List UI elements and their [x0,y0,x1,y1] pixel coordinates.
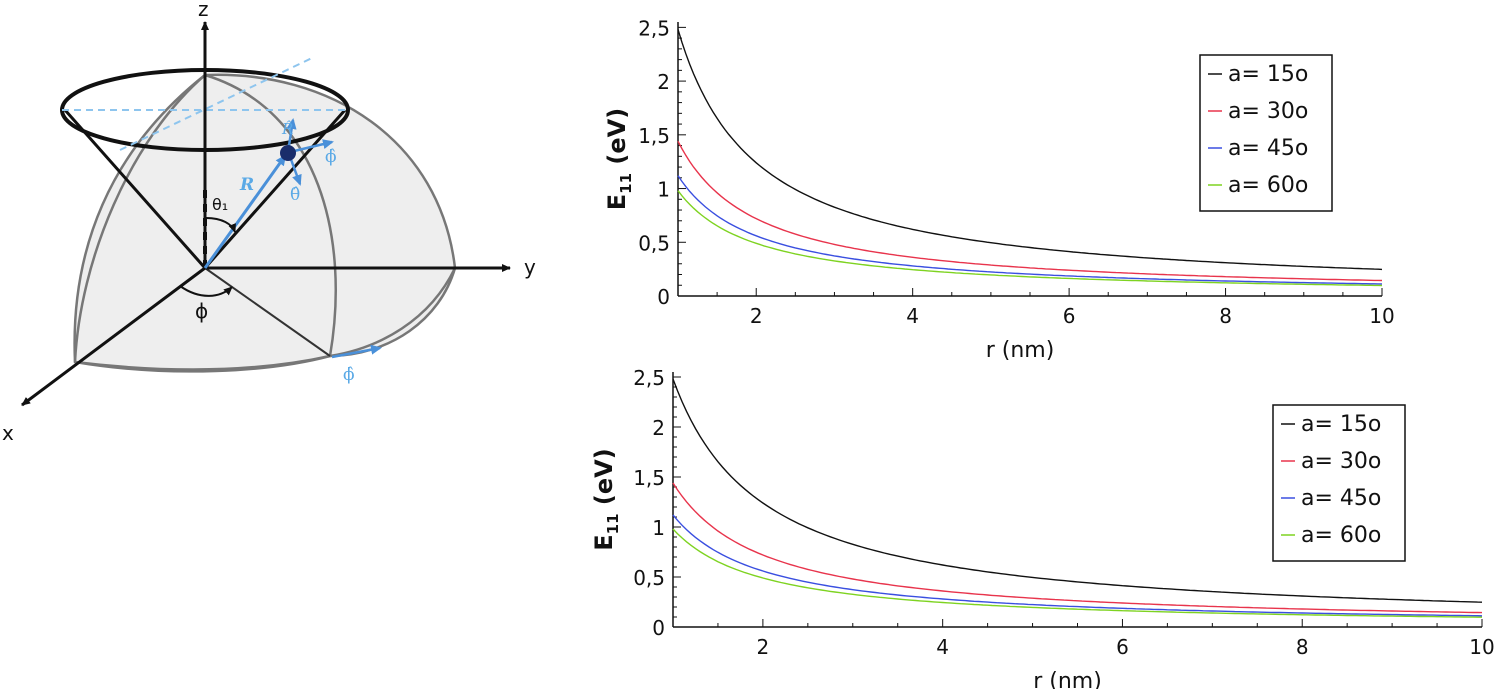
x-tick-label: 10 [1469,635,1494,659]
y-axis-label-unit: (eV) [590,448,618,513]
meridian-arc-right [204,73,337,357]
point-on-cone [280,145,296,161]
y-tick-label: 2 [657,70,670,94]
x-axis-label: r (nm) [1033,669,1102,689]
phi-hat-vector-top [289,139,334,154]
series-line-1 [672,378,1483,603]
theta-hat-label: θ̂ [290,185,300,205]
series-line-4 [672,528,1482,618]
y-tick-label: 0,5 [638,231,670,255]
series-line-3 [677,175,1383,285]
phi-angle-arc [179,285,233,297]
R-hat-label: R̂ [281,120,293,138]
theta1-angle-arc [205,217,236,233]
y-axis-label: E11 (eV) [590,448,622,550]
z-axis-label: z [198,0,209,21]
legend-label-2: a= 30o [1228,99,1308,124]
x-tick-label: 6 [1063,304,1076,328]
phi-hat-top-label: ϕ̂ [325,147,337,167]
y-axis-label-subscript: 11 [617,173,635,194]
legend-label-4: a= 60o [1228,173,1308,198]
phi-angle-label: ϕ [195,299,208,323]
y-tick-label: 2 [652,416,665,440]
y-axis-label-main: E [603,194,631,210]
x-tick-label: 6 [1116,635,1129,659]
legend-label-1: a= 15o [1301,412,1381,437]
series-line-1 [677,29,1383,271]
phi-hat-bottom-label: ϕ̂ [343,365,355,385]
series-line-4 [677,190,1383,287]
x-axis-label: r (nm) [986,338,1055,363]
y-tick-label: 1,5 [633,466,665,490]
x-tick-label: 4 [906,304,919,328]
R-vector [203,154,287,269]
y-tick-label: 1,5 [638,124,670,148]
cone-side-right [203,109,347,269]
series-line-2 [677,140,1383,282]
y-tick-label: 2,5 [638,16,670,40]
y-tick-label: 0,5 [633,566,665,590]
spherical-coordinates-diagram: z y x θ₁ ϕ R R̂ ϕ̂ θ̂ ϕ̂ [2,0,536,445]
series-line-3 [672,514,1483,617]
x-axis-label: x [2,421,14,445]
legend-label-3: a= 45o [1228,136,1308,161]
cone-side-left [63,109,207,269]
y-tick-label: 0 [652,616,665,640]
spherical-shell [73,73,457,371]
series-line-2 [672,482,1483,614]
y-axis-label-unit: (eV) [603,108,631,173]
y-tick-label: 1 [652,516,665,540]
x-tick-label: 10 [1369,304,1394,328]
legend-label-2: a= 30o [1301,449,1381,474]
equator-arc [74,267,457,373]
y-tick-label: 2,5 [633,366,665,390]
x-axis [21,266,206,407]
x-tick-label: 8 [1296,635,1309,659]
y-axis-label-subscript: 11 [604,513,622,534]
chart-bottom: 2 4 6 8 10 0 0,5 1 1,5 2 2,5 r (nm) E11 (eV) a= 15o a=… [590,366,1495,689]
x-tick-label: 8 [1219,304,1232,328]
theta1-label: θ₁ [212,195,228,214]
x-tick-label: 2 [750,304,763,328]
phi-hat-vector-bottom [331,344,382,359]
y-axis-label: y [524,255,536,279]
legend-label-3: a= 45o [1301,486,1381,511]
x-tick-label: 2 [757,635,770,659]
y-axis-label-main: E [590,534,618,550]
y-tick-label: 1 [657,178,670,202]
phi-plane-line [204,267,331,357]
y-tick-label: 0 [657,285,670,309]
x-tick-label: 4 [936,635,949,659]
R-vector-label: R [239,175,254,195]
legend-label-4: a= 60o [1301,523,1381,548]
meridian-arc-front [73,74,206,363]
chart-top: 2 4 6 8 10 0 0,5 1 1,5 2 2,5 r (nm) E11 (eV) a= 15o a=… [603,16,1395,363]
y-axis-label: E11 (eV) [603,108,635,210]
legend-label-1: a= 15o [1228,62,1308,87]
